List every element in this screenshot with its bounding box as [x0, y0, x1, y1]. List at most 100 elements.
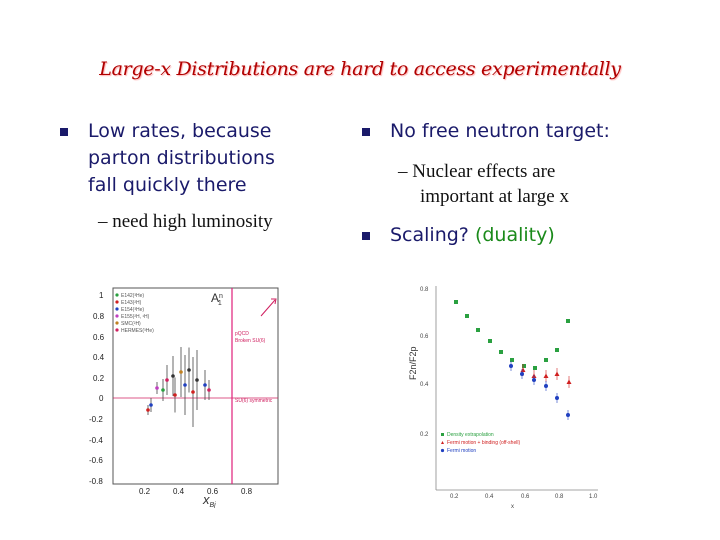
- legend-entry: Fermi motion + binding (off-shell): [447, 440, 520, 446]
- left-bullet-text: Low rates, because parton distributions …: [88, 118, 275, 199]
- legend-marker: [115, 300, 119, 304]
- data-point: [173, 393, 177, 397]
- legend-entry: E143(²H): [121, 300, 142, 306]
- data-point: [203, 383, 207, 387]
- y-tick-label: 0.8: [420, 287, 429, 293]
- data-point: [476, 328, 480, 332]
- plot-frame: [112, 287, 279, 485]
- plot-title-base: A: [211, 291, 219, 305]
- legend-marker: [441, 433, 444, 436]
- x-tick-label: 0.2: [139, 487, 151, 496]
- legend-marker: [441, 441, 444, 444]
- legend-marker: [115, 314, 119, 318]
- data-point: [161, 388, 165, 392]
- x-tick-label: 0.8: [241, 487, 253, 496]
- data-point: [499, 350, 503, 354]
- y-tick-label: 0.8: [93, 312, 105, 321]
- data-point: [207, 388, 211, 392]
- legend-entry: SMC(²H): [121, 321, 141, 327]
- y-tick-label: 0.6: [420, 334, 429, 340]
- data-point: [149, 403, 153, 407]
- arrow-head: [271, 298, 277, 305]
- data-point: [566, 319, 570, 323]
- data-points: [454, 300, 572, 420]
- legend-marker: [115, 328, 119, 332]
- data-point: [544, 358, 548, 362]
- data-point: [465, 314, 469, 318]
- data-point: [195, 378, 199, 382]
- annotation-label: pQCD: [235, 331, 249, 337]
- data-point: [532, 378, 536, 382]
- data-point: [146, 408, 150, 412]
- data-point: [165, 378, 169, 382]
- right-sub-line: – Nuclear effects are: [398, 161, 556, 182]
- y-tick-label: 0.4: [420, 382, 429, 388]
- data-points: [146, 347, 211, 427]
- data-point: [510, 358, 514, 362]
- data-point: [533, 366, 537, 370]
- x-axis-base: x: [202, 492, 210, 507]
- left-bullet-line: fall quickly there: [88, 174, 247, 196]
- duality-text: (duality): [474, 224, 555, 246]
- plot-title-sup: n: [219, 293, 223, 300]
- data-point: [555, 348, 559, 352]
- data-point: [488, 339, 492, 343]
- right-bullet-text: No free neutron target:: [390, 120, 610, 142]
- x-tick-label: 1.0: [589, 494, 598, 500]
- slide-title: Large-x Distributions are hard to access…: [99, 58, 621, 80]
- y-tick-label: 0.2: [93, 374, 105, 383]
- left-bullet-line: Low rates, because: [88, 120, 272, 142]
- x-tick-label: 0.4: [173, 487, 185, 496]
- bullet-marker: [362, 128, 370, 136]
- bullet-marker: [362, 232, 370, 240]
- x-tick-label: 0.6: [521, 494, 530, 500]
- y-tick-label: -0.8: [89, 477, 103, 486]
- data-point: [544, 384, 548, 388]
- legend-entry: E154(³He): [121, 307, 144, 313]
- data-point: [171, 374, 175, 378]
- y-tick-label: -0.6: [89, 456, 103, 465]
- data-point: [520, 372, 524, 376]
- y-tick-label: 0.2: [420, 432, 429, 438]
- legend-entry: Density extrapolation: [447, 432, 494, 438]
- neutron-asymmetry-plot: 1 0.8 0.6 0.4 0.2 0 -0.2 -0.4 -0.6 -0.8 …: [89, 287, 279, 508]
- data-point: [520, 367, 526, 372]
- f2n-f2p-ratio-plot: 0.8 0.6 0.4 0.2 0.2 0.4 0.6 0.8 1.0 x F2…: [408, 286, 598, 510]
- data-point: [509, 364, 513, 368]
- pqcd-arrow: [260, 299, 276, 317]
- right-sub-bullet: – Nuclear effects are important at large…: [398, 159, 569, 209]
- data-point: [191, 390, 195, 394]
- y-tick-label: -0.2: [89, 415, 103, 424]
- x-tick-label: 0.4: [485, 494, 494, 500]
- legend-entry: E142(³He): [121, 293, 144, 299]
- legend-entry: Fermi motion: [447, 448, 476, 454]
- y-axis-label: F2n/F2p: [408, 346, 418, 380]
- y-tick-label: 0.4: [93, 353, 105, 362]
- plot-title-symbol: An 1: [211, 291, 223, 307]
- data-point: [566, 413, 570, 417]
- legend-entry: HERMES(³He): [121, 328, 154, 334]
- x-axis-sub: Bj: [210, 502, 217, 508]
- data-point: [566, 379, 572, 384]
- legend-marker: [115, 307, 119, 311]
- x-tick-label: 0.8: [555, 494, 564, 500]
- y-tick-label: 0.6: [93, 333, 105, 342]
- right-bullet-scaling: Scaling? (duality): [390, 222, 555, 249]
- data-point: [454, 300, 458, 304]
- x-tick-label: 0.6: [207, 487, 219, 496]
- x-axis-label: x: [511, 504, 514, 510]
- data-point: [554, 371, 560, 376]
- bullet-marker: [60, 128, 68, 136]
- data-point: [179, 370, 183, 374]
- annotation-label: SU(6) symmetric: [235, 398, 273, 404]
- data-point: [155, 386, 159, 390]
- y-tick-label: -0.4: [89, 436, 103, 445]
- y-tick-label: 0: [99, 394, 104, 403]
- left-sub-bullet: – need high luminosity: [98, 211, 273, 232]
- x-tick-label: 0.2: [450, 494, 459, 500]
- data-point: [522, 364, 526, 368]
- y-tick-label: 1: [99, 291, 104, 300]
- legend-marker: [440, 448, 445, 453]
- legend-entry: E155(²H, ¹H): [121, 314, 150, 320]
- legend-marker: [115, 321, 119, 325]
